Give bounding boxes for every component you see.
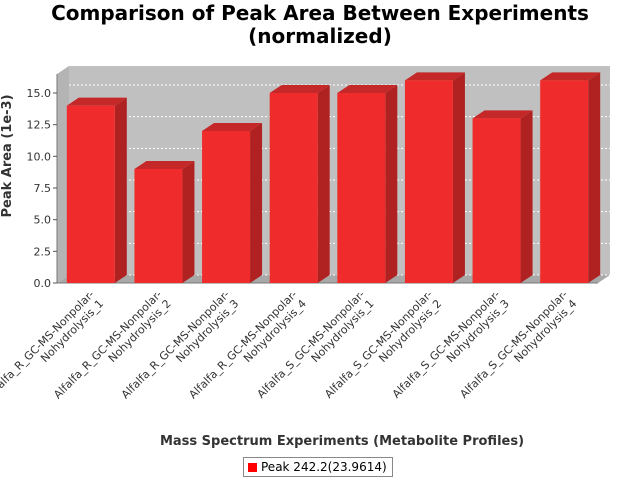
x-tick-label-line: Alfalfa_S_GC-MS-Nonpolar- [390, 288, 503, 401]
bar-top [540, 72, 601, 81]
bar-front [202, 131, 251, 283]
bar-top [202, 123, 263, 131]
bar-side [520, 110, 533, 283]
bar-side [250, 123, 263, 283]
legend-label: Peak 242.2(23.9614) [261, 460, 387, 474]
bar [472, 110, 533, 283]
bar-top [134, 161, 195, 169]
y-tick-label: 7.5 [34, 182, 52, 195]
bar-side [452, 72, 465, 283]
bar [337, 85, 398, 283]
bar-top [269, 85, 330, 93]
chart-title-line-2: (normalized) [248, 24, 392, 48]
bar-side [588, 72, 601, 283]
y-tick-label: 0.0 [34, 277, 52, 290]
y-tick-label: 10.0 [27, 150, 52, 163]
bar-front [66, 105, 115, 284]
y-tick-label: 2.5 [34, 245, 52, 258]
x-tick-label-line: Alfalfa_S_GC-MS-Nonpolar- [322, 288, 435, 401]
x-axis: Alfalfa_R_GC-MS-Nonpolar-Nohydrolysis_1A… [0, 288, 580, 401]
x-axis-title: Mass Spectrum Experiments (Metabolite Pr… [160, 434, 524, 449]
y-axis: 0.0 2.5 5.0 7.5 10.0 12.5 15.0 [27, 87, 57, 290]
x-tick-label-line: Alfalfa_R_GC-MS-Nonpolar- [186, 288, 299, 401]
bar-top [337, 85, 398, 93]
bar-front [269, 93, 318, 283]
bar-side [114, 97, 127, 284]
bar [134, 161, 195, 283]
plot-side-wall [57, 66, 69, 283]
y-tick-label: 5.0 [34, 214, 52, 227]
bar-front [337, 93, 386, 283]
y-axis-title: Peak Area (1e-3) [0, 94, 15, 217]
legend: Peak 242.2(23.9614) [243, 457, 393, 477]
bar [540, 72, 601, 283]
x-tick-label-line: Alfalfa_R_GC-MS-Nonpolar- [51, 288, 164, 401]
x-tick-label-line: Alfalfa_S_GC-MS-Nonpolar- [457, 288, 570, 401]
bar-front [134, 169, 183, 283]
bar-top [66, 97, 127, 106]
bar-side [182, 161, 195, 283]
bar-side [385, 85, 398, 283]
bar [404, 72, 465, 283]
y-tick-label: 15.0 [27, 87, 52, 100]
bar-front [404, 80, 453, 283]
plot-floor [57, 275, 610, 283]
bar-top [404, 72, 465, 81]
chart-title: Comparison of Peak Area Between Experime… [0, 2, 640, 48]
chart-title-line-1: Comparison of Peak Area Between Experime… [51, 1, 589, 25]
y-tick-label: 12.5 [27, 119, 52, 132]
bar-front [540, 80, 589, 283]
bar [269, 85, 330, 283]
bar-front [472, 118, 521, 283]
bars [66, 72, 601, 284]
x-tick-label-line: Alfalfa_R_GC-MS-Nonpolar- [119, 288, 232, 401]
bar-top [472, 110, 533, 119]
bar [202, 123, 263, 283]
bar [66, 97, 127, 284]
x-tick-label-line: Alfalfa_S_GC-MS-Nonpolar- [255, 288, 368, 401]
bar-side [317, 85, 330, 283]
legend-swatch [248, 462, 257, 472]
